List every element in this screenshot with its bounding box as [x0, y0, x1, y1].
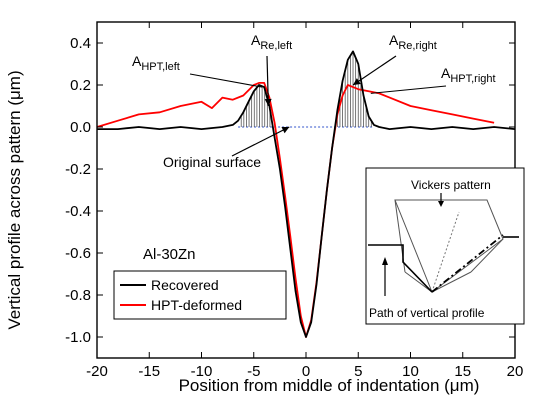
- x-tick-label: -15: [138, 363, 160, 380]
- annotation-alloy-label: Al-30Zn: [143, 246, 196, 263]
- inset-frame: [365, 167, 525, 325]
- annotation-a-re-left: ARe,left: [251, 32, 292, 52]
- x-tick-label: -5: [247, 363, 260, 380]
- y-tick-label: -0.6: [65, 245, 91, 262]
- inset-arrowhead-top: [438, 201, 444, 207]
- y-tick-label: 0.4: [70, 35, 91, 52]
- x-tick-label: 5: [354, 363, 362, 380]
- y-tick-label: 0.0: [70, 119, 91, 136]
- x-tick-label: 10: [402, 363, 419, 380]
- inset-caption: Path of vertical profile: [369, 306, 485, 320]
- annotation-a-hpt-right: AHPT,right: [441, 65, 496, 85]
- ticks-group: -20 -15 -10 -5 0 5 10 15 20 -1.0 -0.8 -0.6 -0.4 -0.2 0…: [65, 22, 523, 380]
- inset-title: Vickers pattern: [411, 178, 491, 192]
- pointer-a-re-right-head: [353, 78, 361, 85]
- x-tick-label: -20: [86, 363, 108, 380]
- y-tick-label: 0.2: [70, 77, 91, 94]
- inset-vickers-schematic: Vickers pattern Path of vertical profile: [365, 167, 525, 325]
- annotation-original-surface: Original surface: [163, 154, 261, 170]
- pointer-original-surface: [231, 126, 290, 157]
- legend-frame: [113, 270, 287, 320]
- pointer-a-hpt-left: [189, 73, 263, 88]
- y-axis-title: Vertical profile across pattern (μm): [5, 70, 24, 329]
- x-tick-label: 0: [302, 363, 310, 380]
- inset-arrowhead-bottom: [382, 257, 388, 265]
- inset-dashdot-path: [431, 234, 504, 293]
- pointer-a-re-left-head: [264, 98, 272, 106]
- pointer-a-re-left: [266, 55, 269, 107]
- x-tick-label: 20: [507, 363, 524, 380]
- y-tick-label: -1.0: [65, 329, 91, 346]
- legend-label-hpt-deformed: HPT-deformed: [151, 297, 242, 313]
- pointer-a-re-right: [352, 55, 397, 86]
- legend-label-recovered: Recovered: [151, 277, 219, 293]
- series-line-recovered: [97, 50, 516, 338]
- annotation-a-re-right: ARe,right: [389, 32, 437, 52]
- x-axis-title: Position from middle of indentation (μm): [179, 376, 480, 395]
- annotations-group: [189, 55, 447, 157]
- area-hatch-group: [240, 51, 372, 127]
- x-tick-label: 15: [454, 363, 471, 380]
- annotation-a-hpt-left: AHPT,left: [132, 53, 180, 73]
- x-tick-label: -10: [191, 363, 213, 380]
- pointer-a-hpt-right: [370, 85, 447, 94]
- y-tick-label: -0.2: [65, 161, 91, 178]
- inset-profile-left: [368, 244, 433, 293]
- pointer-original-surface-head: [281, 127, 290, 134]
- y-tick-label: -0.8: [65, 287, 91, 304]
- legend: Recovered HPT-deformed: [113, 270, 287, 320]
- y-tick-label: -0.4: [65, 203, 91, 220]
- inset-edge-c: [470, 238, 504, 273]
